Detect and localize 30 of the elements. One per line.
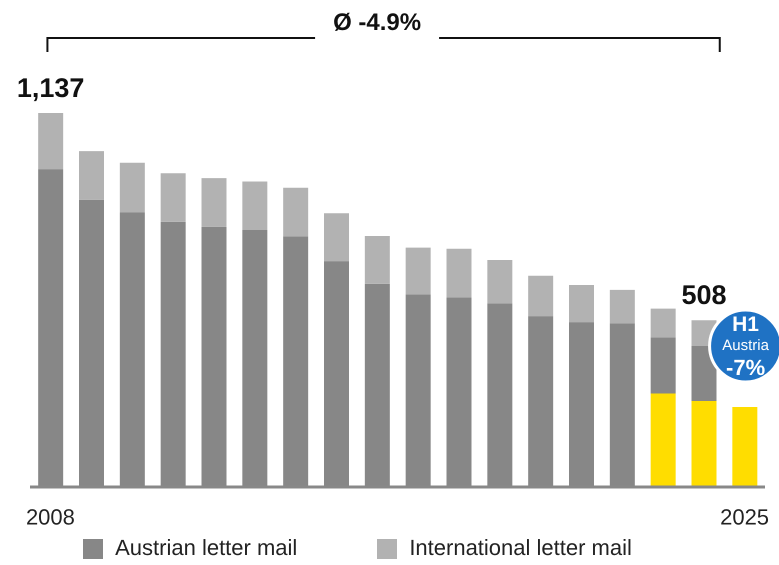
annotation: Austria: [722, 337, 770, 354]
bar: [569, 285, 594, 322]
bar: [650, 308, 676, 338]
bar: [487, 260, 512, 304]
bar: [692, 400, 716, 487]
bar: [650, 394, 676, 487]
annotation: 508: [681, 280, 727, 310]
bar: [446, 248, 472, 298]
x-tick-label: 2025: [720, 504, 770, 530]
bar: [528, 276, 554, 316]
text: Ø -4.9%: [333, 9, 422, 36]
bar: [324, 213, 349, 262]
legend-label: International letter mail: [409, 535, 632, 560]
x-tick-label: 2008: [26, 504, 75, 530]
legend-label: Austrian letter mail: [115, 535, 298, 560]
bar: [364, 236, 390, 284]
annotation: 1,137: [16, 73, 84, 103]
bar: [242, 181, 268, 230]
annotation: -7%: [726, 355, 766, 380]
bar: [160, 173, 186, 222]
bar: [406, 248, 431, 294]
annotation: H1: [732, 313, 760, 336]
bar: [38, 113, 64, 170]
bar: [732, 406, 758, 487]
bar: [79, 151, 104, 200]
bar: [610, 290, 635, 324]
bar: [202, 178, 226, 227]
bar: [650, 337, 676, 394]
bar: [120, 162, 145, 212]
bar: [283, 188, 308, 236]
